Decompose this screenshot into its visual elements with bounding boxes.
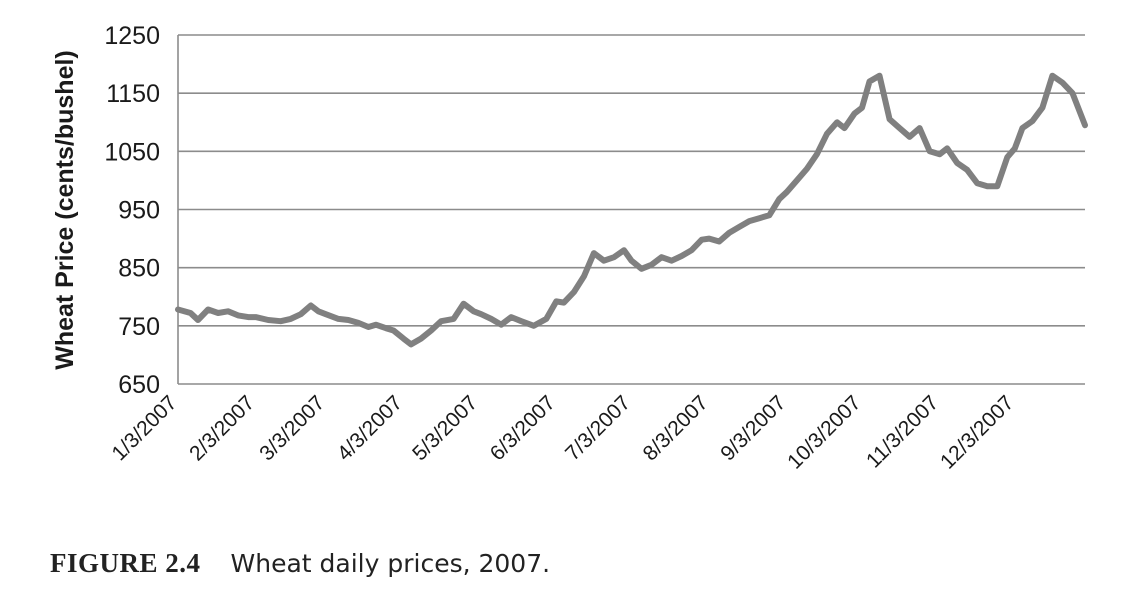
y-tick-labels: 650 750 850 950 1050 1150 1250 <box>104 22 160 399</box>
y-tick-label: 1250 <box>104 22 160 50</box>
x-tick-label: 10/3/2007 <box>783 391 865 473</box>
x-tick-label: 8/3/2007 <box>639 391 713 465</box>
figure-caption-text: Wheat daily prices, 2007. <box>230 549 551 578</box>
figure-label: FIGURE 2.4 <box>50 548 201 578</box>
y-tick-label: 750 <box>118 313 160 341</box>
axes <box>177 35 1085 385</box>
x-tick-label: 11/3/2007 <box>862 391 943 472</box>
series-line <box>175 72 1088 348</box>
y-tick-label: 1050 <box>104 138 160 166</box>
y-tick-label: 850 <box>118 255 160 283</box>
figure-caption: FIGURE 2.4 Wheat daily prices, 2007. <box>50 548 550 579</box>
y-tick-label: 950 <box>118 197 160 225</box>
x-tick-label: 12/3/2007 <box>936 391 1018 473</box>
x-tick-label: 9/3/2007 <box>716 391 790 465</box>
gridlines <box>178 34 1085 327</box>
x-tick-label: 2/3/2007 <box>185 391 259 465</box>
y-tick-label: 650 <box>118 371 160 399</box>
y-tick-label: 1150 <box>106 80 160 108</box>
x-tick-label: 5/3/2007 <box>408 391 482 465</box>
x-tick-label: 3/3/2007 <box>255 391 329 465</box>
x-tick-label: 1/3/2007 <box>107 391 181 465</box>
x-tick-label: 7/3/2007 <box>561 391 635 465</box>
x-tick-label: 4/3/2007 <box>333 391 407 465</box>
x-tick-label: 6/3/2007 <box>486 391 560 465</box>
price-series <box>175 72 1088 348</box>
y-axis-label: Wheat Price (cents/bushel) <box>51 50 79 370</box>
